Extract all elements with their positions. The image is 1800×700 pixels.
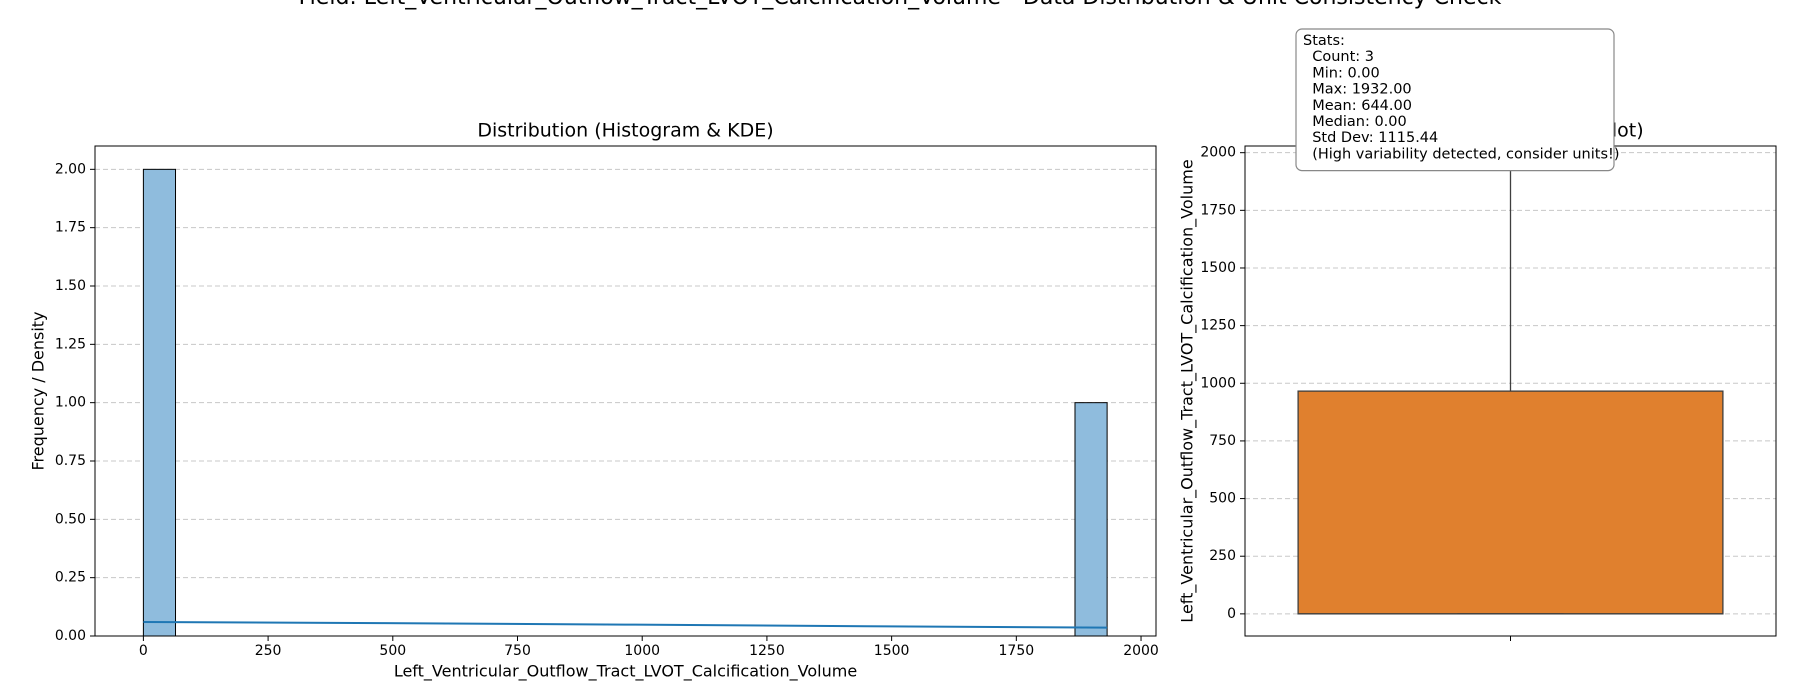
- x-tick-label: 500: [379, 643, 406, 659]
- y-tick-label: 0: [1227, 606, 1236, 622]
- y-tick-label: 2.00: [55, 161, 86, 177]
- y-tick-label: 0.50: [55, 511, 86, 527]
- y-axis-label: Left_Ventricular_Outflow_Tract_LVOT_Calc…: [1178, 159, 1198, 622]
- y-tick-label: 0.25: [55, 570, 86, 586]
- y-tick-label: 1.00: [55, 395, 86, 411]
- x-tick-label: 250: [255, 643, 282, 659]
- kde-line: [143, 621, 1108, 629]
- y-axis-label: Frequency / Density: [29, 311, 48, 470]
- y-tick-label: 1750: [1200, 202, 1236, 218]
- hist-bar: [1074, 402, 1108, 637]
- x-tick-label: 1750: [999, 643, 1035, 659]
- stats-line: Count: 3: [1303, 49, 1374, 65]
- y-tick-label: 0.75: [55, 453, 86, 469]
- box: [1297, 390, 1724, 615]
- y-tick-label: 1000: [1200, 375, 1236, 391]
- stats-line: Stats:: [1303, 33, 1345, 49]
- x-tick-label: 1500: [874, 643, 910, 659]
- stats-box: [1295, 28, 1615, 172]
- x-tick-label: 750: [504, 643, 531, 659]
- y-tick-label: 1500: [1200, 260, 1236, 276]
- chart-title: Distribution (Histogram & KDE): [477, 120, 773, 142]
- figure-title: Field: Left_Ventricular_Outflow_Tract_LV…: [299, 0, 1502, 10]
- y-tick-label: 250: [1209, 548, 1236, 564]
- x-tick-label: 2000: [1123, 643, 1159, 659]
- y-tick-label: 1.50: [55, 278, 86, 294]
- stats-line: Mean: 644.00: [1303, 98, 1412, 114]
- stats-line: (High variability detected, consider uni…: [1303, 146, 1619, 162]
- stats-line: Max: 1932.00: [1303, 82, 1412, 98]
- x-axis-label: Left_Ventricular_Outflow_Tract_LVOT_Calc…: [394, 662, 857, 682]
- y-tick-label: 1.75: [55, 220, 86, 236]
- x-tick-label: 0: [139, 643, 148, 659]
- stats-line: Median: 0.00: [1303, 114, 1407, 130]
- hist-bar: [142, 168, 177, 637]
- y-tick-label: 2000: [1200, 145, 1236, 161]
- x-tick-label: 1000: [624, 643, 660, 659]
- y-tick-label: 500: [1209, 491, 1236, 507]
- y-tick-label: 0.00: [55, 628, 86, 644]
- plot-frame: [94, 145, 1157, 637]
- stats-line: Std Dev: 1115.44: [1303, 130, 1438, 146]
- y-tick-label: 750: [1209, 433, 1236, 449]
- y-tick-label: 1.25: [55, 336, 86, 352]
- x-tick-label: 1250: [749, 643, 785, 659]
- stats-line: Min: 0.00: [1303, 65, 1380, 81]
- y-tick-label: 1250: [1200, 318, 1236, 334]
